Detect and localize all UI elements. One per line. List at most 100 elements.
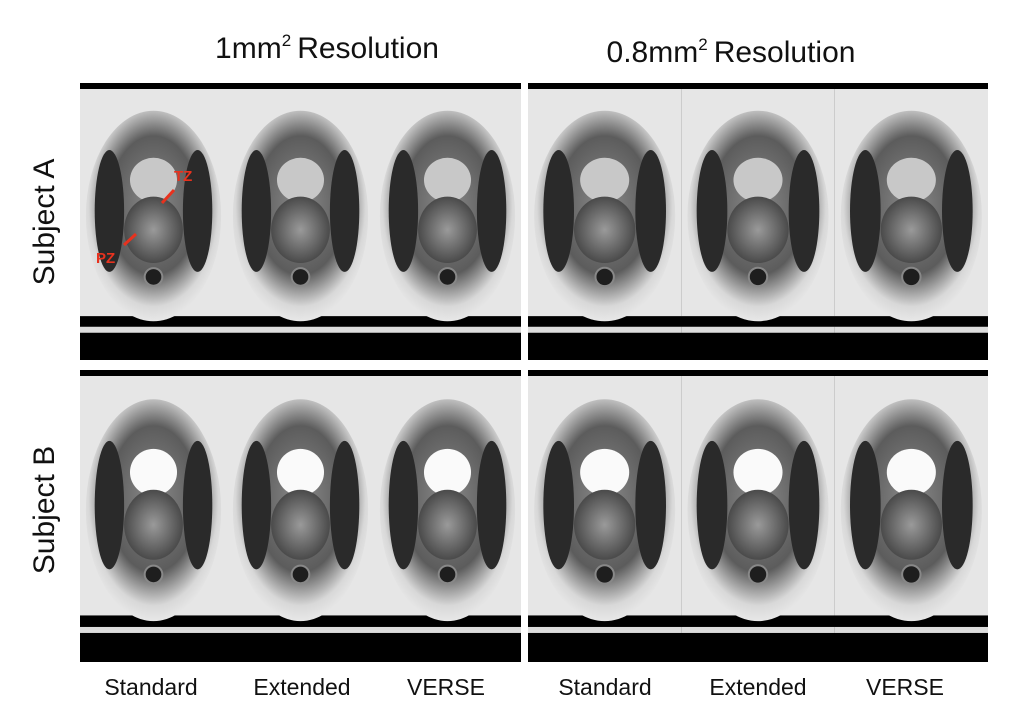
table <box>80 626 227 633</box>
table <box>374 626 521 633</box>
muscle <box>696 150 728 272</box>
rectum <box>143 267 164 287</box>
bladder <box>129 448 178 496</box>
image-tiles <box>80 83 988 662</box>
muscle <box>241 150 272 272</box>
image-label: Extended <box>253 674 350 700</box>
gland <box>124 489 183 560</box>
table <box>681 626 835 633</box>
bladder <box>276 157 325 203</box>
image-label: Standard <box>104 674 197 700</box>
annotation-arrow <box>122 232 138 247</box>
table <box>528 626 682 633</box>
rectum <box>437 564 458 585</box>
mri-image <box>681 89 835 333</box>
annotation-arrow <box>160 188 176 205</box>
rectum <box>290 564 311 585</box>
table <box>227 326 374 333</box>
image-label: Extended <box>709 674 806 700</box>
rectum <box>901 266 922 288</box>
muscle <box>182 150 213 272</box>
gland <box>574 196 636 264</box>
table <box>80 326 227 333</box>
column-header: 0.8mm2 Resolution <box>607 35 856 69</box>
bladder <box>580 157 630 203</box>
gland <box>880 196 942 264</box>
bladder <box>886 448 936 496</box>
muscle <box>476 150 507 272</box>
rectum <box>290 267 311 287</box>
mri-image <box>227 89 374 333</box>
gland <box>418 489 477 560</box>
muscle <box>788 150 820 272</box>
mri-image <box>374 89 521 333</box>
muscle <box>635 150 667 272</box>
bladder <box>276 448 325 496</box>
muscle <box>543 440 575 570</box>
mri-image <box>80 89 227 333</box>
gland <box>271 489 330 560</box>
mri-image <box>80 376 227 633</box>
muscle <box>850 440 881 570</box>
table <box>227 626 374 633</box>
mri-image <box>227 376 374 633</box>
table <box>834 626 988 633</box>
muscle <box>388 440 419 570</box>
muscle <box>182 440 213 570</box>
gland <box>727 196 789 264</box>
muscle <box>696 440 728 570</box>
mri-image <box>681 376 835 633</box>
muscle <box>850 150 881 272</box>
bladder <box>886 157 936 203</box>
gland <box>271 196 330 264</box>
mri-image <box>834 376 988 633</box>
rectum <box>143 564 164 585</box>
rectum <box>747 564 769 585</box>
bladder <box>423 448 472 496</box>
mri-image <box>528 89 682 333</box>
image-labels: Standard Extended VERSE Standard Extende… <box>104 674 944 700</box>
table <box>681 326 835 333</box>
image-label: VERSE <box>866 674 944 700</box>
muscle <box>94 440 125 570</box>
image-label: Standard <box>558 674 651 700</box>
gland <box>418 196 477 264</box>
table <box>374 326 521 333</box>
column-header: 1mm2 Resolution <box>215 31 439 65</box>
muscle <box>476 440 507 570</box>
muscle <box>942 150 973 272</box>
rectum <box>594 266 615 288</box>
mri-image <box>834 89 988 333</box>
muscle <box>788 440 820 570</box>
table <box>834 326 988 333</box>
gland <box>124 196 183 264</box>
bladder <box>733 157 783 203</box>
row-label: Subject A <box>28 159 61 286</box>
rectum <box>594 564 615 585</box>
gland <box>574 489 636 560</box>
muscle <box>388 150 419 272</box>
bladder <box>423 157 472 203</box>
muscle <box>94 150 125 272</box>
rectum <box>437 267 458 287</box>
bladder <box>580 448 630 496</box>
muscle <box>241 440 272 570</box>
mri-image <box>374 376 521 633</box>
gland <box>880 489 942 560</box>
image-label: VERSE <box>407 674 485 700</box>
bladder <box>733 448 783 496</box>
bladder <box>129 157 178 203</box>
gland <box>727 489 789 560</box>
annotation: TZ <box>174 168 192 185</box>
muscle <box>329 440 360 570</box>
muscle <box>942 440 973 570</box>
muscle <box>329 150 360 272</box>
row-label: Subject B <box>28 446 61 574</box>
rectum <box>747 266 769 288</box>
table <box>528 326 682 333</box>
muscle <box>635 440 667 570</box>
mri-image <box>528 376 682 633</box>
rectum <box>901 564 922 585</box>
